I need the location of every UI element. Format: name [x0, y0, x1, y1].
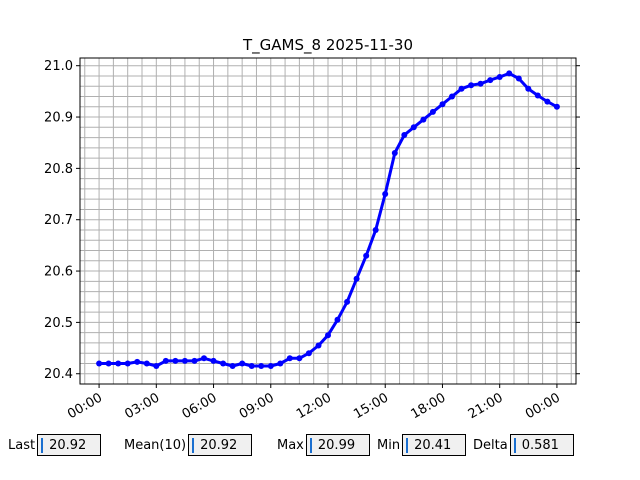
data-point	[296, 355, 303, 362]
max-value-field[interactable]: 20.99	[305, 434, 370, 456]
stat-mean: Mean(10) 20.92	[124, 432, 253, 458]
last-value: 20.92	[49, 437, 87, 453]
data-point	[477, 80, 484, 87]
stat-min: Min 20.41	[377, 432, 467, 458]
min-value-field[interactable]: 20.41	[402, 434, 467, 456]
data-point	[525, 85, 532, 92]
x-tick-label: 09:00	[237, 390, 277, 422]
data-point	[239, 360, 246, 367]
data-point	[372, 227, 379, 233]
plot-frame	[79, 57, 577, 385]
data-point	[458, 85, 465, 92]
stats-bar: Last 20.92 Mean(10) 20.92 Max 20.99 Min …	[0, 432, 640, 458]
data-point	[267, 363, 274, 369]
data-point	[124, 360, 131, 367]
data-point	[277, 360, 284, 367]
mean-value-field[interactable]: 20.92	[188, 434, 253, 456]
line-chart: T_GAMS_8 2025-11-30 20.4 20.5 20.6 20.7 20.8…	[44, 36, 580, 422]
y-tick-label: 20.7	[44, 213, 73, 228]
data-point	[382, 191, 389, 197]
last-label: Last	[8, 437, 36, 453]
data-point	[401, 132, 408, 138]
x-tick-label: 00:00	[65, 390, 105, 422]
max-label: Max	[277, 437, 304, 453]
stat-max: Max 20.99	[277, 432, 370, 458]
data-point	[325, 332, 331, 339]
data-point	[315, 342, 322, 349]
chart-title: T_GAMS_8 2025-11-30	[242, 36, 413, 55]
data-point	[258, 363, 265, 369]
cursor-mark	[309, 437, 312, 453]
y-tick-label: 21.0	[44, 59, 73, 74]
min-label: Min	[377, 437, 401, 453]
x-tick-label: 18:00	[409, 390, 449, 422]
data-point	[229, 363, 236, 369]
data-point	[487, 77, 494, 84]
data-point	[553, 103, 560, 110]
data-point	[172, 357, 179, 364]
grid-lines	[80, 58, 576, 384]
delta-value-field[interactable]: 0.581	[509, 434, 574, 456]
cursor-mark	[192, 437, 195, 453]
data-point	[153, 363, 160, 369]
data-point	[496, 74, 503, 80]
data-point	[420, 116, 427, 123]
cursor-mark	[41, 437, 44, 453]
data-point	[449, 93, 455, 100]
y-tick-label: 20.9	[44, 111, 73, 126]
data-point	[506, 70, 513, 77]
x-tick-label: 15:00	[351, 390, 391, 422]
data-point	[353, 275, 360, 282]
data-point	[220, 360, 227, 367]
data-point	[429, 108, 436, 115]
cursor-mark	[406, 437, 409, 453]
stat-last: Last 20.92	[8, 432, 102, 458]
data-point	[515, 75, 522, 82]
min-value: 20.41	[414, 437, 452, 453]
data-point	[210, 357, 217, 364]
data-point	[201, 355, 207, 362]
data-point	[191, 357, 198, 364]
data-point	[410, 124, 417, 131]
data-point	[334, 316, 341, 323]
x-tick-label: 21:00	[466, 390, 506, 422]
data-point	[305, 350, 312, 357]
data-point	[286, 355, 293, 362]
data-point	[344, 298, 351, 305]
data-series	[96, 70, 560, 369]
data-point	[534, 92, 541, 99]
data-point	[544, 98, 551, 105]
mean-label: Mean(10)	[124, 437, 187, 453]
mean-value: 20.92	[200, 437, 238, 453]
data-point	[439, 101, 446, 108]
stat-delta: Delta 0.581	[473, 432, 574, 458]
data-point	[181, 357, 188, 364]
data-point	[96, 360, 103, 367]
x-tick-label: 00:00	[523, 390, 563, 422]
x-tick-label: 12:00	[294, 390, 334, 422]
max-value: 20.99	[317, 437, 356, 453]
data-point	[134, 358, 141, 365]
data-point	[162, 357, 169, 364]
y-tick-label: 20.8	[44, 162, 73, 177]
data-point	[468, 82, 475, 89]
x-tick-label: 03:00	[122, 390, 162, 422]
y-tick-label: 20.4	[44, 367, 73, 382]
data-point	[391, 150, 398, 156]
data-point	[363, 252, 370, 259]
data-point	[248, 363, 255, 369]
data-point	[115, 360, 122, 367]
last-value-field[interactable]: 20.92	[37, 434, 102, 456]
y-tick-label: 20.6	[44, 265, 73, 280]
y-tick-label: 20.5	[44, 316, 73, 331]
data-point	[105, 360, 112, 367]
x-tick-label: 06:00	[180, 390, 220, 422]
delta-value: 0.581	[521, 437, 559, 453]
cursor-mark	[513, 437, 516, 453]
delta-label: Delta	[473, 437, 508, 453]
data-point	[143, 360, 150, 367]
